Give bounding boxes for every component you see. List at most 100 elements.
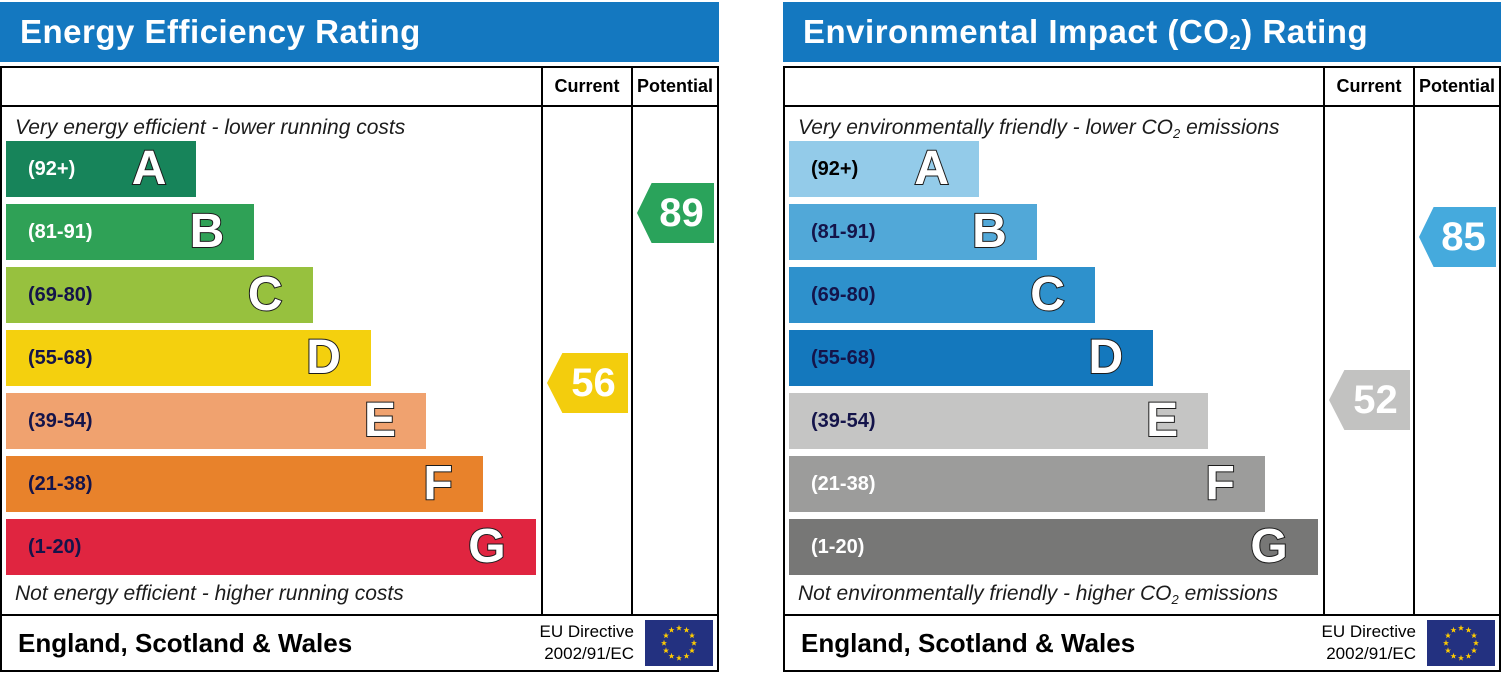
region-label: England, Scotland & Wales [801, 627, 1136, 658]
rating-band-e: (39-54) E [789, 393, 1209, 449]
band-letter: F [422, 457, 453, 510]
eu-directive-label: EU Directive 2002/91/EC [1322, 621, 1416, 665]
rating-table: Current Potential Very energy efficient … [0, 66, 719, 672]
band-range-label: (92+) [28, 157, 76, 180]
band-letter: E [1145, 394, 1179, 447]
rating-scale: Very energy efficient - lower running co… [2, 107, 541, 614]
band-letter: A [913, 142, 950, 195]
potential-column-header: Potential [631, 68, 717, 105]
table-footer: England, Scotland & Wales EU Directive 2… [785, 614, 1499, 670]
band-range-label: (39-54) [28, 409, 93, 432]
potential-column-header: Potential [1413, 68, 1499, 105]
current-column: 52 [1323, 107, 1413, 614]
column-header-row: Current Potential [785, 68, 1499, 107]
band-range-label: (55-68) [28, 346, 93, 369]
band-range-label: (55-68) [811, 346, 876, 369]
rating-band-f: (21-38) F [789, 456, 1265, 512]
potential-rating-arrow: 85 [1419, 207, 1496, 267]
top-note: Very environmentally friendly - lower CO… [798, 116, 1280, 141]
band-letter: E [363, 394, 397, 447]
top-note-text-end: emissions [1180, 116, 1280, 139]
rating-band-d: (55-68) D [789, 330, 1154, 386]
band-range-label: (21-38) [811, 472, 876, 495]
bottom-note-subscript: 2 [1171, 591, 1179, 607]
current-column: 56 [541, 107, 631, 614]
bottom-note: Not energy efficient - higher running co… [15, 582, 404, 606]
rating-band-b: (81-91) B [789, 204, 1037, 260]
band-range-label: (92+) [811, 157, 859, 180]
top-note-text: Very energy efficient - lower running co… [15, 116, 406, 139]
current-column-header: Current [541, 68, 631, 105]
bottom-note-text: Not environmentally friendly - higher CO [798, 582, 1172, 605]
eu-directive-line1: EU Directive [1321, 621, 1416, 641]
panel-title-text: Energy Efficiency Rating [20, 13, 421, 50]
band-letter: F [1204, 457, 1235, 510]
rating-band-b: (81-91) B [6, 204, 255, 260]
band-letter: B [189, 205, 226, 258]
eu-directive-line2: 2002/91/EC [544, 644, 634, 663]
rating-band-f: (21-38) F [6, 456, 483, 512]
rating-band-c: (69-80) C [789, 267, 1095, 323]
potential-column: 89 [631, 107, 717, 614]
band-range-label: (21-38) [28, 472, 93, 495]
panel-title-text-end: ) Rating [1241, 13, 1369, 50]
eu-directive-label: EU Directive 2002/91/EC [540, 621, 634, 665]
rating-band-c: (69-80) C [6, 267, 313, 323]
eu-directive-line2: 2002/91/EC [1326, 644, 1416, 663]
current-rating-arrow: 56 [547, 353, 628, 413]
band-letter: D [305, 331, 342, 384]
panel-title-bar: Energy Efficiency Rating [0, 2, 719, 62]
energy-efficiency-panel: Energy Efficiency Rating Current Potenti… [0, 0, 719, 675]
top-note-text: Very environmentally friendly - lower CO [798, 116, 1174, 139]
bottom-note-text: Not energy efficient - higher running co… [15, 582, 404, 605]
column-header-spacer [2, 68, 541, 105]
band-range-label: (1-20) [28, 535, 82, 558]
panel-title-bar: Environmental Impact (CO2) Rating [783, 2, 1501, 62]
environmental-impact-panel: Environmental Impact (CO2) Rating Curren… [783, 0, 1501, 675]
current-column-header: Current [1323, 68, 1413, 105]
bottom-note-text-end: emissions [1178, 582, 1278, 605]
current-rating-value: 56 [571, 360, 616, 405]
band-letter: G [467, 520, 506, 573]
eu-flag-icon [1427, 620, 1495, 666]
band-range-label: (39-54) [811, 409, 876, 432]
panel-title: Energy Efficiency Rating [20, 13, 421, 51]
current-rating-arrow: 52 [1329, 370, 1410, 430]
band-range-label: (81-91) [811, 220, 876, 243]
eu-flag-icon [645, 620, 713, 666]
potential-rating-arrow: 89 [637, 183, 714, 243]
band-letter: D [1088, 331, 1125, 384]
rating-scale: Very environmentally friendly - lower CO… [785, 107, 1323, 614]
band-range-label: (1-20) [811, 535, 865, 558]
potential-rating-value: 85 [1441, 214, 1486, 259]
band-letter: G [1249, 520, 1288, 573]
rating-band-d: (55-68) D [6, 330, 371, 386]
panel-title-subscript: 2 [1229, 30, 1242, 54]
band-letter: C [247, 268, 284, 321]
potential-column: 85 [1413, 107, 1499, 614]
band-range-label: (69-80) [811, 283, 876, 306]
panel-title-text: Environmental Impact (CO [803, 13, 1230, 50]
band-letter: C [1029, 268, 1066, 321]
band-range-label: (69-80) [28, 283, 93, 306]
column-header-row: Current Potential [2, 68, 717, 107]
table-footer: England, Scotland & Wales EU Directive 2… [2, 614, 717, 670]
eu-directive-line1: EU Directive [539, 621, 634, 641]
band-letter: B [971, 205, 1008, 258]
potential-rating-value: 89 [659, 190, 704, 235]
rating-band-g: (1-20) G [6, 519, 536, 575]
region-label: England, Scotland & Wales [18, 627, 353, 658]
rating-body: Very energy efficient - lower running co… [2, 107, 717, 614]
top-note-subscript: 2 [1173, 125, 1181, 141]
rating-body: Very environmentally friendly - lower CO… [785, 107, 1499, 614]
column-header-spacer [785, 68, 1323, 105]
rating-bands: (92+) A (81-91) B (69-80) C (55-68) [789, 141, 1323, 582]
band-letter: A [131, 142, 168, 195]
rating-band-a: (92+) A [6, 141, 197, 197]
rating-band-g: (1-20) G [789, 519, 1318, 575]
rating-table: Current Potential Very environmentally f… [783, 66, 1501, 672]
current-rating-value: 52 [1353, 377, 1398, 422]
rating-bands: (92+) A (81-91) B (69-80) C (55-68) [6, 141, 541, 582]
bottom-note: Not environmentally friendly - higher CO… [798, 582, 1278, 607]
